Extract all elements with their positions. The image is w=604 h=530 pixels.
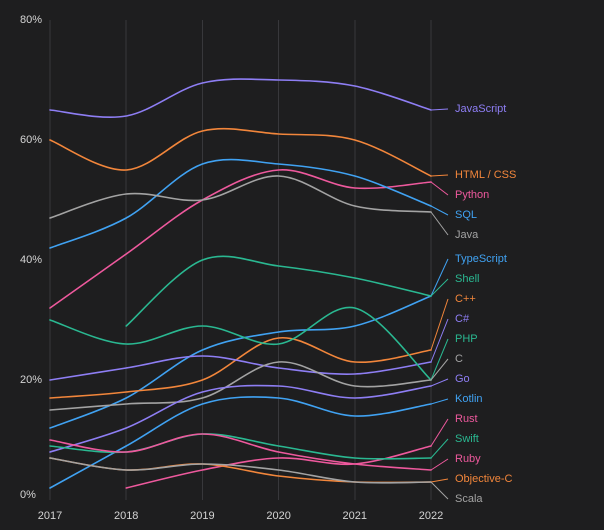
x-tick-label-2020: 2020 <box>266 510 290 522</box>
series-line-shell <box>125 255 432 327</box>
end-label-c-plus-plus: C++ <box>455 293 476 305</box>
series-line-rust <box>125 445 432 489</box>
x-tick-label-2019: 2019 <box>190 510 214 522</box>
end-label-connector-objective-c <box>430 478 449 483</box>
series-line-html-css <box>49 127 432 177</box>
end-label-connector-html-css <box>430 174 449 177</box>
y-tick-label-20: 20% <box>20 374 42 386</box>
series-line-typescript <box>49 295 432 429</box>
end-label-connector-typescript <box>430 258 449 297</box>
series-line-sql <box>49 158 432 249</box>
end-label-go: Go <box>455 373 470 385</box>
end-label-connector-kotlin <box>430 398 449 405</box>
y-tick-label-60: 60% <box>20 134 42 146</box>
y-tick-label-0: 0% <box>20 489 36 501</box>
end-label-c: C <box>455 353 463 365</box>
end-label-connector-go <box>430 378 449 387</box>
x-tick-label-2017: 2017 <box>38 510 62 522</box>
x-tick-label-2022: 2022 <box>419 510 443 522</box>
series-line-c-sharp <box>49 355 432 381</box>
series-line-ruby <box>49 433 432 471</box>
end-label-connector-c-plus-plus <box>430 298 449 351</box>
end-label-java: Java <box>455 229 479 241</box>
series-line-java <box>49 175 432 219</box>
series-line-scala <box>49 457 432 484</box>
series-line-c <box>49 361 432 411</box>
end-label-ruby: Ruby <box>455 453 481 465</box>
x-tick-label-2018: 2018 <box>114 510 138 522</box>
end-label-connector-c <box>430 358 449 381</box>
series-line-kotlin <box>49 396 432 489</box>
series-line-c-plus-plus <box>49 337 432 399</box>
end-label-shell: Shell <box>455 273 479 285</box>
end-label-objective-c: Objective-C <box>455 473 513 485</box>
end-label-connector-python <box>430 181 449 196</box>
end-label-html-css: HTML / CSS <box>455 169 516 181</box>
series-line-php <box>49 306 432 381</box>
end-label-javascript: JavaScript <box>455 103 506 115</box>
end-label-kotlin: Kotlin <box>455 393 483 405</box>
end-label-connector-java <box>430 211 449 236</box>
series-end-labels: JavaScript HTML / CSS Python SQL Java TypeScr… <box>430 103 516 505</box>
end-label-sql: SQL <box>455 209 477 221</box>
end-label-connector-swift <box>430 438 449 459</box>
end-label-rust: Rust <box>455 413 478 425</box>
x-tick-label-2021: 2021 <box>343 510 367 522</box>
end-label-swift: Swift <box>455 433 479 445</box>
end-label-php: PHP <box>455 333 478 345</box>
y-tick-label-80: 80% <box>20 14 42 26</box>
end-label-connector-shell <box>430 278 449 297</box>
end-label-connector-ruby <box>430 458 449 471</box>
end-label-connector-php <box>430 338 449 381</box>
series-lines <box>49 78 432 489</box>
series-line-swift <box>49 433 432 460</box>
end-label-connector-rust <box>430 418 449 447</box>
y-tick-label-40: 40% <box>20 254 42 266</box>
end-label-typescript: TypeScript <box>455 253 507 265</box>
end-label-c-sharp: C# <box>455 313 470 325</box>
end-label-connector-sql <box>430 205 449 216</box>
end-label-python: Python <box>455 189 489 201</box>
y-axis: 0% 20% 40% 60% 80% <box>20 14 42 501</box>
series-line-javascript <box>49 78 432 118</box>
end-label-scala: Scala <box>455 493 483 505</box>
end-label-connector-c-sharp <box>430 318 449 363</box>
end-label-connector-javascript <box>430 108 449 111</box>
series-line-go <box>49 384 432 453</box>
x-axis: 2017 2018 2019 2020 2021 2022 <box>38 510 443 522</box>
x-gridlines <box>49 20 432 500</box>
end-label-connector-scala <box>430 481 449 500</box>
series-line-python <box>49 169 432 309</box>
